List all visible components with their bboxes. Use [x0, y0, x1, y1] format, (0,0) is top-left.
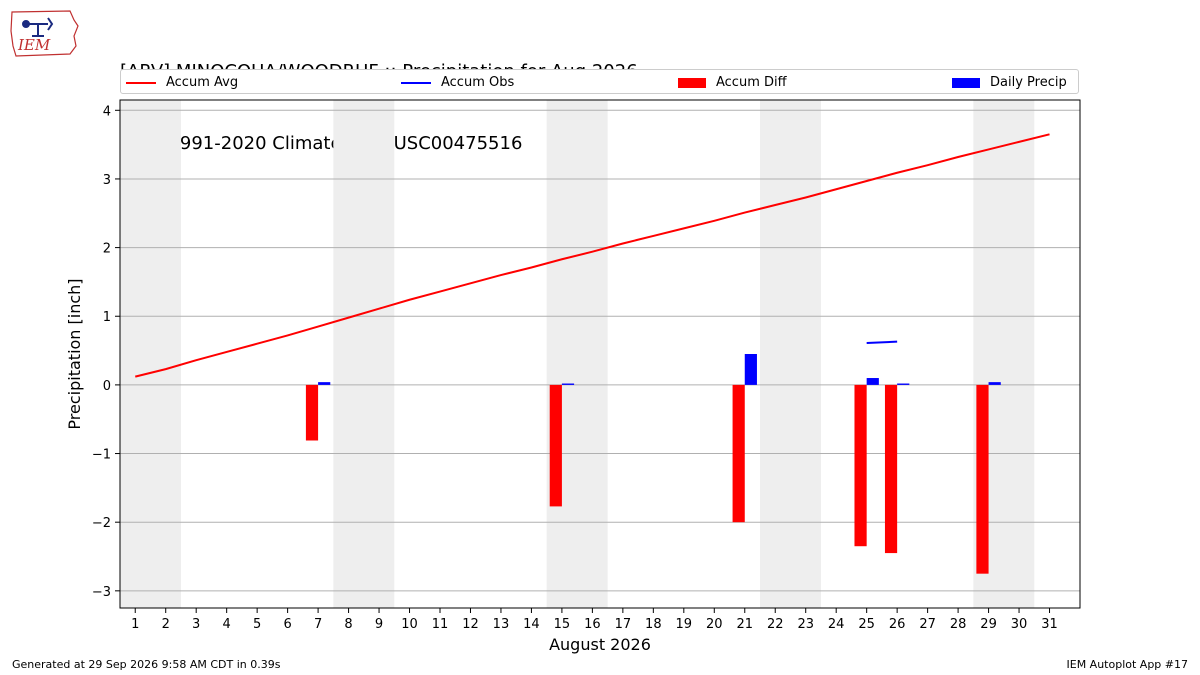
legend-label: Accum Diff: [716, 75, 787, 90]
weekend-shade: [333, 100, 395, 608]
x-tick-label: 31: [1041, 617, 1058, 632]
y-tick-label: 0: [103, 379, 111, 394]
accum-diff-bar: [732, 384, 745, 523]
x-tick-label: 21: [736, 617, 753, 632]
y-tick-label: −1: [92, 448, 111, 463]
legend-label: Daily Precip: [990, 75, 1067, 90]
x-tick-label: 16: [584, 617, 601, 632]
x-tick-label: 10: [401, 617, 418, 632]
weekend-shade: [120, 100, 181, 608]
x-tick-label: 23: [797, 617, 814, 632]
x-tick-label: 20: [706, 617, 723, 632]
daily-precip-bar: [897, 383, 910, 385]
x-tick-label: 7: [314, 617, 322, 632]
x-tick-label: 5: [253, 617, 261, 632]
accum-diff-bar: [976, 384, 989, 574]
legend-swatch: [952, 77, 980, 88]
plot-frame: [119, 99, 1081, 609]
x-tick-label: 8: [344, 617, 352, 632]
chart-legend: Accum Avg Accum Obs Accum Diff Daily Pre…: [120, 69, 1079, 94]
y-tick-label: 2: [103, 242, 111, 257]
daily-precip-bar: [744, 354, 757, 385]
x-tick-label: 15: [554, 617, 571, 632]
legend-label: Accum Avg: [166, 75, 239, 90]
x-tick-label: 6: [283, 617, 291, 632]
legend-item-accum-diff: Accum Diff: [678, 70, 787, 95]
x-tick-label: 25: [858, 617, 875, 632]
legend-item-accum-avg: Accum Avg: [126, 70, 238, 95]
x-tick-label: 2: [162, 617, 170, 632]
y-tick-label: −3: [92, 585, 111, 600]
x-tick-label: 17: [615, 617, 632, 632]
accum-obs-line: [866, 340, 898, 345]
y-axis-label: Precipitation [inch]: [65, 278, 84, 429]
x-tick-label: 13: [493, 617, 510, 632]
x-tick-label: 27: [919, 617, 936, 632]
x-tick-label: 3: [192, 617, 200, 632]
x-tick-label: 24: [828, 617, 845, 632]
x-tick-label: 26: [889, 617, 906, 632]
daily-precip-bar: [988, 382, 1001, 385]
footer-generated: Generated at 29 Sep 2026 9:58 AM CDT in …: [12, 658, 281, 671]
x-tick-label: 28: [950, 617, 967, 632]
x-tick-label: 22: [767, 617, 784, 632]
x-tick-label: 11: [432, 617, 449, 632]
daily-precip-bar: [318, 382, 331, 385]
accum-avg-line: [134, 133, 1050, 378]
daily-precip-bar: [561, 383, 575, 385]
legend-item-accum-obs: Accum Obs: [401, 70, 514, 95]
x-tick-label: 18: [645, 617, 662, 632]
y-tick-label: −2: [92, 516, 111, 531]
x-tick-label: 29: [980, 617, 997, 632]
x-tick-label: 30: [1011, 617, 1028, 632]
accum-diff-bar: [884, 384, 898, 554]
accum-diff-bar: [305, 384, 319, 441]
weather-station-icon: [22, 17, 54, 37]
y-tick-label: 4: [103, 104, 111, 119]
legend-swatch: [126, 81, 156, 84]
x-tick-label: 14: [523, 617, 540, 632]
iem-logo: IEM: [8, 6, 80, 60]
weekend-shade: [760, 100, 821, 608]
logo-text: IEM: [17, 36, 51, 54]
x-tick-label: 19: [676, 617, 693, 632]
y-tick-label: 1: [103, 310, 111, 325]
daily-precip-bar: [866, 378, 879, 385]
legend-swatch: [401, 81, 431, 84]
accum-diff-bar: [854, 384, 867, 547]
legend-label: Accum Obs: [441, 75, 515, 90]
weekend-shade: [546, 100, 608, 608]
footer-app: IEM Autoplot App #17: [1066, 658, 1189, 671]
x-tick-label: 12: [462, 617, 479, 632]
accum-diff-bar: [549, 384, 562, 507]
y-tick-label: 3: [103, 173, 111, 188]
legend-item-daily-precip: Daily Precip: [952, 70, 1067, 95]
x-tick-label: 4: [223, 617, 231, 632]
x-tick-label: 1: [131, 617, 139, 632]
legend-swatch: [678, 77, 706, 88]
x-tick-label: 9: [375, 617, 383, 632]
x-axis-label: August 2026: [549, 635, 651, 654]
